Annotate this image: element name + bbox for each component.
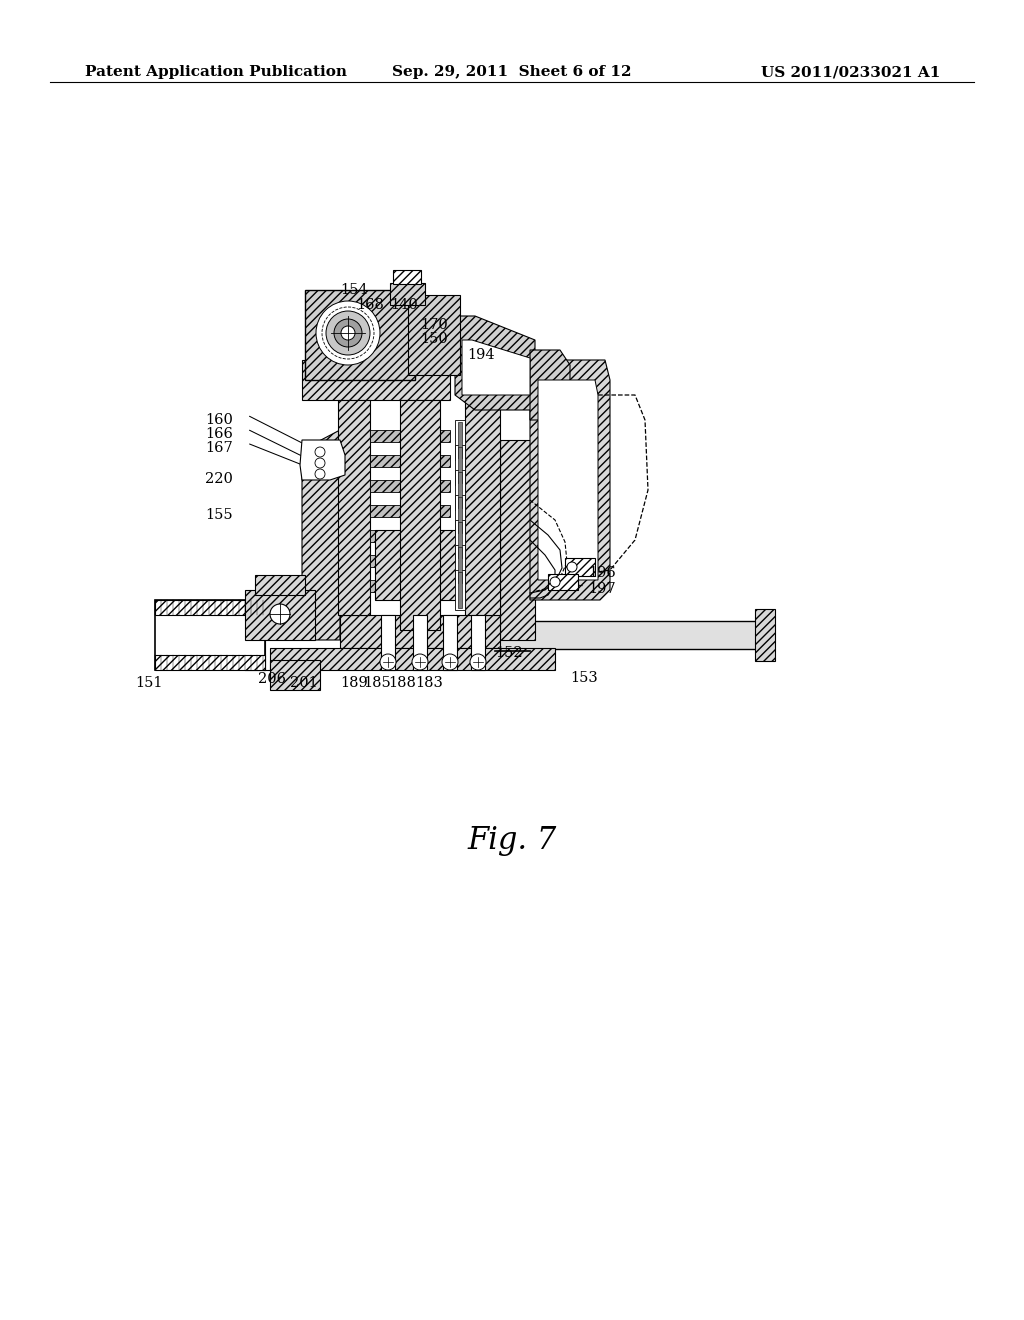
Circle shape: [315, 469, 325, 479]
Text: 151: 151: [135, 676, 163, 690]
Bar: [455, 520, 465, 560]
Bar: [455, 470, 465, 510]
Bar: [471, 615, 485, 671]
Bar: [458, 473, 462, 508]
Polygon shape: [340, 615, 500, 648]
Circle shape: [567, 562, 577, 572]
Text: 170: 170: [420, 318, 447, 333]
Circle shape: [326, 312, 370, 355]
Bar: [548, 574, 578, 590]
Polygon shape: [302, 430, 340, 640]
Bar: [255, 576, 305, 595]
Polygon shape: [370, 455, 450, 467]
Text: Fig. 7: Fig. 7: [467, 825, 557, 855]
Circle shape: [550, 577, 560, 587]
Text: 140: 140: [390, 298, 418, 312]
Bar: [440, 620, 760, 649]
Polygon shape: [370, 531, 450, 543]
Bar: [458, 422, 462, 458]
Bar: [381, 615, 395, 671]
Polygon shape: [270, 648, 555, 671]
Polygon shape: [302, 360, 450, 400]
Bar: [458, 521, 462, 558]
Text: 206: 206: [258, 672, 286, 686]
Bar: [155, 601, 265, 615]
Bar: [245, 590, 315, 640]
Polygon shape: [400, 400, 440, 630]
Circle shape: [334, 319, 362, 347]
Polygon shape: [370, 554, 450, 568]
Polygon shape: [530, 350, 570, 420]
Text: 201: 201: [290, 676, 317, 690]
Bar: [455, 495, 465, 535]
Text: 167: 167: [205, 441, 232, 455]
Bar: [458, 572, 462, 609]
Circle shape: [315, 447, 325, 457]
Bar: [455, 445, 465, 484]
Text: Sep. 29, 2011  Sheet 6 of 12: Sep. 29, 2011 Sheet 6 of 12: [392, 65, 632, 79]
Bar: [270, 660, 319, 690]
Circle shape: [316, 301, 380, 366]
Polygon shape: [500, 440, 535, 640]
Circle shape: [442, 653, 458, 671]
Text: 220: 220: [205, 473, 232, 486]
Circle shape: [341, 326, 355, 341]
Bar: [458, 498, 462, 533]
Text: 160: 160: [205, 413, 232, 426]
Polygon shape: [300, 440, 345, 480]
Circle shape: [380, 653, 396, 671]
Text: 196: 196: [588, 566, 615, 579]
Text: 150: 150: [420, 333, 447, 346]
Polygon shape: [530, 360, 610, 601]
Circle shape: [270, 605, 290, 624]
Bar: [455, 570, 465, 610]
Polygon shape: [370, 506, 450, 517]
Text: 194: 194: [467, 348, 495, 362]
Polygon shape: [370, 480, 450, 492]
Bar: [455, 420, 465, 459]
Polygon shape: [538, 380, 598, 579]
Text: 197: 197: [588, 582, 615, 597]
Text: 153: 153: [570, 671, 598, 685]
Bar: [155, 655, 265, 671]
Polygon shape: [338, 400, 370, 615]
Bar: [443, 615, 457, 671]
Bar: [393, 271, 421, 284]
Polygon shape: [465, 400, 500, 615]
Bar: [458, 546, 462, 583]
Text: US 2011/0233021 A1: US 2011/0233021 A1: [761, 65, 940, 79]
Text: 183: 183: [415, 676, 442, 690]
Bar: [390, 282, 425, 305]
Bar: [458, 447, 462, 483]
Text: 155: 155: [205, 508, 232, 521]
Text: 154: 154: [340, 282, 368, 297]
Polygon shape: [370, 579, 450, 591]
Text: 185: 185: [362, 676, 391, 690]
Polygon shape: [155, 601, 265, 671]
Bar: [413, 615, 427, 671]
Text: 168: 168: [356, 298, 384, 312]
Polygon shape: [370, 430, 450, 442]
Polygon shape: [375, 531, 460, 601]
Circle shape: [315, 458, 325, 469]
Text: 189: 189: [340, 676, 368, 690]
Text: 152: 152: [495, 645, 522, 660]
Text: 188: 188: [388, 676, 416, 690]
Polygon shape: [755, 609, 775, 661]
Bar: [455, 545, 465, 585]
Polygon shape: [305, 290, 415, 380]
Text: 166: 166: [205, 426, 232, 441]
Bar: [565, 558, 595, 576]
Polygon shape: [408, 294, 460, 375]
Circle shape: [470, 653, 486, 671]
Polygon shape: [455, 315, 535, 411]
Polygon shape: [462, 341, 530, 395]
Text: Patent Application Publication: Patent Application Publication: [85, 65, 347, 79]
Circle shape: [412, 653, 428, 671]
